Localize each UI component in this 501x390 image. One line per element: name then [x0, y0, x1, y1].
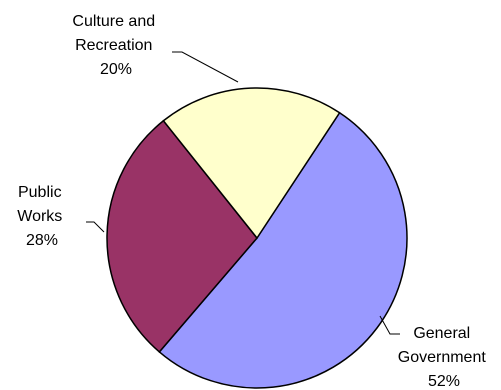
leader-line-public-works [86, 222, 104, 232]
data-label-public-works: Public Works 28% [17, 184, 67, 249]
pie-slices [107, 88, 407, 388]
data-label-culture-and-recreation: Culture and Recreation 20% [72, 13, 159, 78]
leader-line-culture-and-recreation [172, 52, 238, 82]
data-label-general-government: General Government 52% [398, 325, 491, 390]
